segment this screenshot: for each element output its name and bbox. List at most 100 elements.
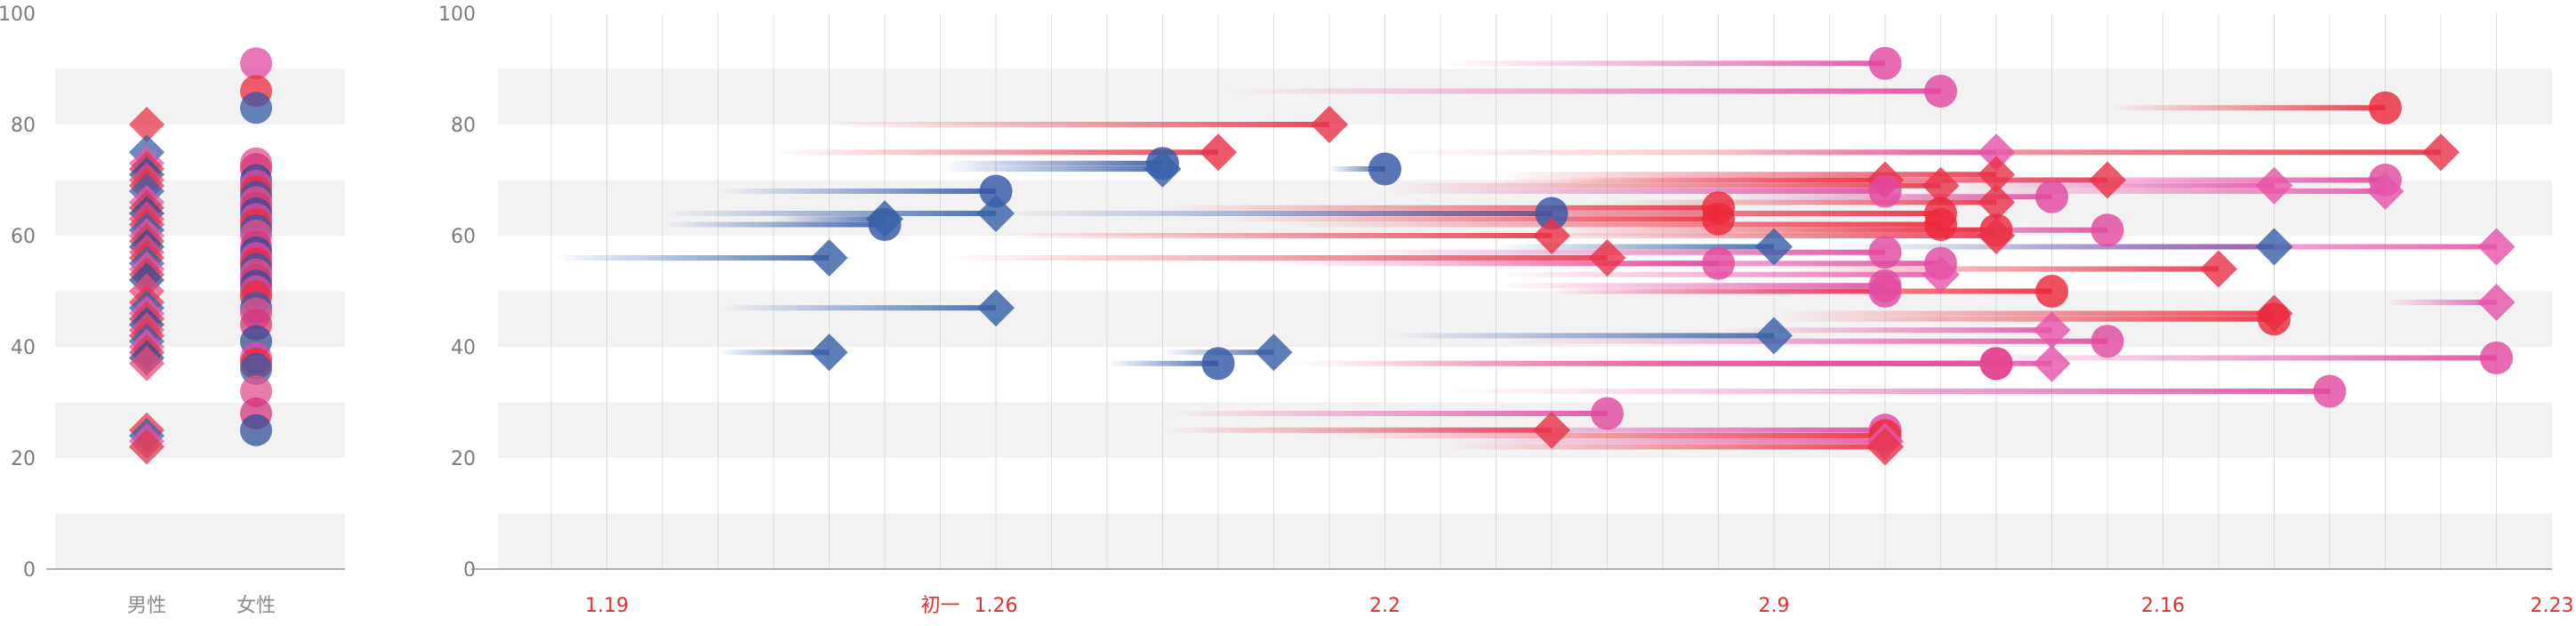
trail-line [940,255,1608,261]
trail-line [1162,427,1552,433]
trail-line [1329,166,1385,172]
diamond-mark [2477,284,2516,321]
diamond-mark [1978,133,2015,172]
diamond-mark [2033,311,2071,349]
circle-mark [1702,202,1735,236]
diamond-mark [2033,344,2071,382]
trail-line [1718,149,1996,156]
trail-line [1329,433,1885,438]
circle-mark [2480,341,2513,374]
diamond-mark [1922,255,1960,293]
grid-band [498,68,2552,124]
circle-mark [1868,275,1902,308]
circle-mark [1868,174,1902,208]
trail-line [1496,244,1774,250]
circle-mark [1702,246,1735,280]
male-diamond-mark [129,107,165,142]
trail-line [551,255,830,261]
diamond-mark [1978,156,2015,194]
male-diamond-mark [129,429,165,465]
diamond-mark [1866,428,1904,466]
trail-line [1718,327,2052,333]
diamond-mark [2255,166,2293,205]
diamond-mark [1588,239,1626,277]
trail-line [1774,316,2275,322]
trail-line [1218,216,1719,222]
trail-line [1940,244,2497,250]
trail-line [1162,411,1608,416]
diamond-mark [2200,250,2237,288]
diamond-mark [1144,150,1182,188]
x-tick-label: 1.19 [585,595,629,617]
trail-line [774,216,885,222]
diamond-mark [2422,133,2460,172]
diamond-mark [977,289,1015,327]
diamond-mark [1311,106,1348,143]
trail-line [1384,333,1774,339]
trail-line [1440,60,1885,67]
category-label: 女性 [237,595,276,617]
trail-line [1496,233,1996,238]
grid-band [55,513,345,569]
grid-band [498,513,2552,569]
trail-line [1940,355,2497,361]
grid-band [55,291,345,347]
trail-line [1273,221,1941,228]
circle-mark [1868,236,1902,269]
circle-mark [2035,180,2068,213]
trail-line [1496,283,1885,289]
circle-mark [2035,275,2068,308]
diamond-mark [977,195,1015,232]
y-tick-label: 80 [451,115,476,137]
left-panel: 0 20 40 60 80 100 男性 女性 [0,4,345,617]
circle-mark [2313,374,2347,408]
trail-line [1384,427,1885,433]
category-label: 男性 [127,595,166,617]
circle-mark [1924,208,1957,241]
circle-mark [1535,197,1569,230]
circle-mark [1868,46,1902,80]
circle-mark [2258,302,2291,336]
trail-line [1440,389,2330,394]
diamond-mark [1200,133,1237,172]
female-circle-mark [240,375,272,407]
trail-line [1440,444,1885,450]
diamond-mark [1755,228,1793,266]
y-tick-label: 40 [11,337,36,359]
trail-line [1440,261,1941,267]
trail-line [1552,177,2107,183]
trail-line [1218,88,1941,94]
trail-line [1774,266,2219,272]
x-tick-label: 2.16 [2141,595,2185,617]
y-tick-label: 100 [438,4,476,26]
diamond-mark [810,333,848,372]
female-circle-mark [240,47,272,80]
female-circle-mark [240,413,272,446]
diamond-mark [2255,228,2293,266]
trail-line [1940,189,2386,194]
diamond-mark [1533,217,1570,254]
trail-line [829,122,1329,127]
trail-line [996,233,1552,238]
trail-line [662,211,996,216]
trail-line [1940,177,2386,183]
circle-mark [1368,152,1401,186]
trail-line [662,221,885,228]
diamond-mark [1978,183,2015,221]
y-tick-label: 0 [463,559,476,582]
circle-mark [1201,347,1235,381]
male-diamond-mark [129,345,165,381]
trail-line [1496,338,2107,344]
trail-line [718,189,996,194]
trail-line [718,305,996,311]
trail-line [1774,310,2275,317]
trail-line [2385,300,2497,305]
grid-band [55,180,345,236]
trail-line [1552,288,2052,294]
x-tick-label: 2.9 [1759,595,1790,617]
y-tick-label: 20 [11,448,36,470]
trail-line [1384,189,1885,194]
trail-line [940,166,1163,172]
